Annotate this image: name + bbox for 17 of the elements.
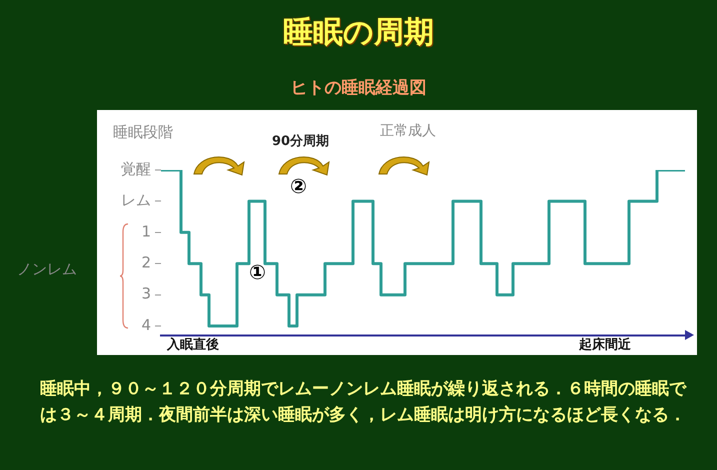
chart-title: 睡眠の周期 bbox=[282, 14, 435, 52]
y-axis-title: 睡眠段階 bbox=[113, 123, 173, 142]
annotation: ① bbox=[249, 260, 266, 284]
x-tick-label: 起床間近 bbox=[578, 336, 632, 353]
annotation: ② bbox=[290, 174, 307, 198]
text: 90分周期 bbox=[272, 133, 330, 150]
text: 正常成人 bbox=[380, 122, 436, 140]
y-tick-label: 覚醒 bbox=[121, 160, 151, 178]
x-tick-label: 入眠直後 bbox=[166, 336, 219, 353]
y-tick-label: 1 bbox=[141, 222, 151, 240]
y-tick-label: 3 bbox=[141, 284, 151, 303]
text: 睡眠中，９０～１２０分周期でレムーノンレム睡眠が繰り返される．６時間の睡眠では３～４周期．夜間前半は深い睡眠が多く，レム睡眠は明け方になるほど長くなる． bbox=[40, 378, 688, 427]
y-tick-label: レム bbox=[121, 191, 151, 210]
text: ノンレム bbox=[17, 260, 77, 279]
chart-subtitle: ヒトの睡眠経過図 bbox=[290, 77, 428, 99]
y-tick-label: 4 bbox=[141, 316, 151, 334]
y-tick-label: 2 bbox=[141, 254, 151, 272]
